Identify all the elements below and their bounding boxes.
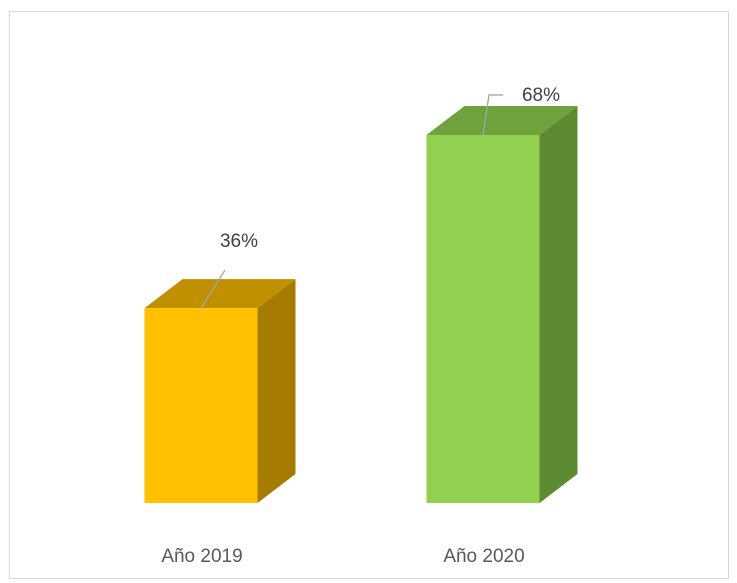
leader-line-a-o-2020 [482, 94, 503, 136]
leader-line-a-o-2019 [200, 269, 226, 309]
category-label-a-o-2020: Año 2020 [443, 546, 524, 567]
bar-top-a-o-2020 [426, 105, 578, 135]
bar-front-a-o-2020 [426, 134, 540, 503]
bar-top-a-o-2019 [144, 279, 296, 309]
bar-side-a-o-2020 [539, 105, 578, 503]
category-label-a-o-2019: Año 2019 [161, 546, 242, 567]
bar-front-a-o-2019 [144, 308, 258, 503]
bars-group [144, 105, 578, 503]
bar-a-o-2019 [144, 279, 296, 503]
data-labels-group: 36% 68% [220, 85, 560, 252]
data-label-a-o-2019: 36% [220, 231, 258, 252]
bar-a-o-2020 [426, 105, 578, 503]
leader-lines-group [200, 94, 503, 309]
chart-frame [9, 11, 729, 579]
data-label-a-o-2020: 68% [522, 85, 560, 106]
bar-side-a-o-2019 [257, 279, 296, 503]
category-labels-group: Año 2019 Año 2020 [161, 546, 524, 567]
